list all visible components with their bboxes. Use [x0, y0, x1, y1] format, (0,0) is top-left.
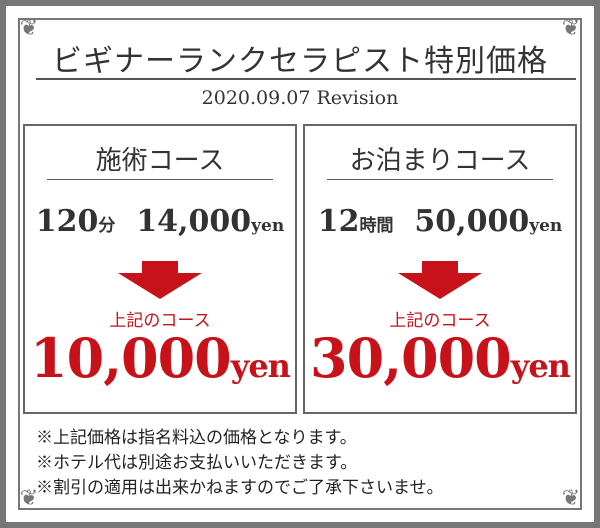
corner-ornament-icon: ❦ — [19, 16, 39, 41]
revision-date: 2020.09.07 Revision — [201, 87, 399, 109]
course-name: お泊まりコース — [349, 146, 531, 176]
down-arrow-icon — [398, 261, 482, 299]
note-item: ※割引の適用は出来かねますのでご了承下さいませ。 — [36, 478, 444, 498]
discount-label: 上記のコース — [389, 311, 491, 331]
corner-ornament-icon: ❦ — [19, 486, 39, 511]
regular-price: 12時間 50,000yen — [317, 204, 563, 239]
course-divider — [47, 179, 273, 180]
course-box-treatment: 施術コース 120分 14,000yen 上記のコース 10,000yen — [23, 124, 297, 414]
note-item: ※上記価格は指名料込の価格となります。 — [36, 428, 357, 448]
title-divider — [36, 78, 576, 80]
discount-price: 30,000yen — [310, 326, 571, 390]
corner-ornament-icon: ❦ — [561, 486, 581, 511]
notes: ※上記価格は指名料込の価格となります。 ※ホテル代は別途お支払いいただきます。 … — [36, 426, 444, 501]
inner-frame — [18, 18, 582, 510]
course-divider — [327, 179, 553, 180]
page-title: ビギナーランクセラピスト特別価格 — [52, 44, 548, 79]
note-item: ※ホテル代は別途お支払いいただきます。 — [36, 453, 358, 473]
course-box-overnight: お泊まりコース 12時間 50,000yen 上記のコース 30,000yen — [303, 124, 577, 414]
discount-label: 上記のコース — [109, 311, 211, 331]
discount-price: 10,000yen — [30, 326, 291, 390]
corner-ornament-icon: ❦ — [561, 16, 581, 41]
regular-price: 120分 14,000yen — [35, 204, 285, 239]
course-name: 施術コース — [95, 146, 225, 176]
down-arrow-icon — [118, 261, 202, 299]
